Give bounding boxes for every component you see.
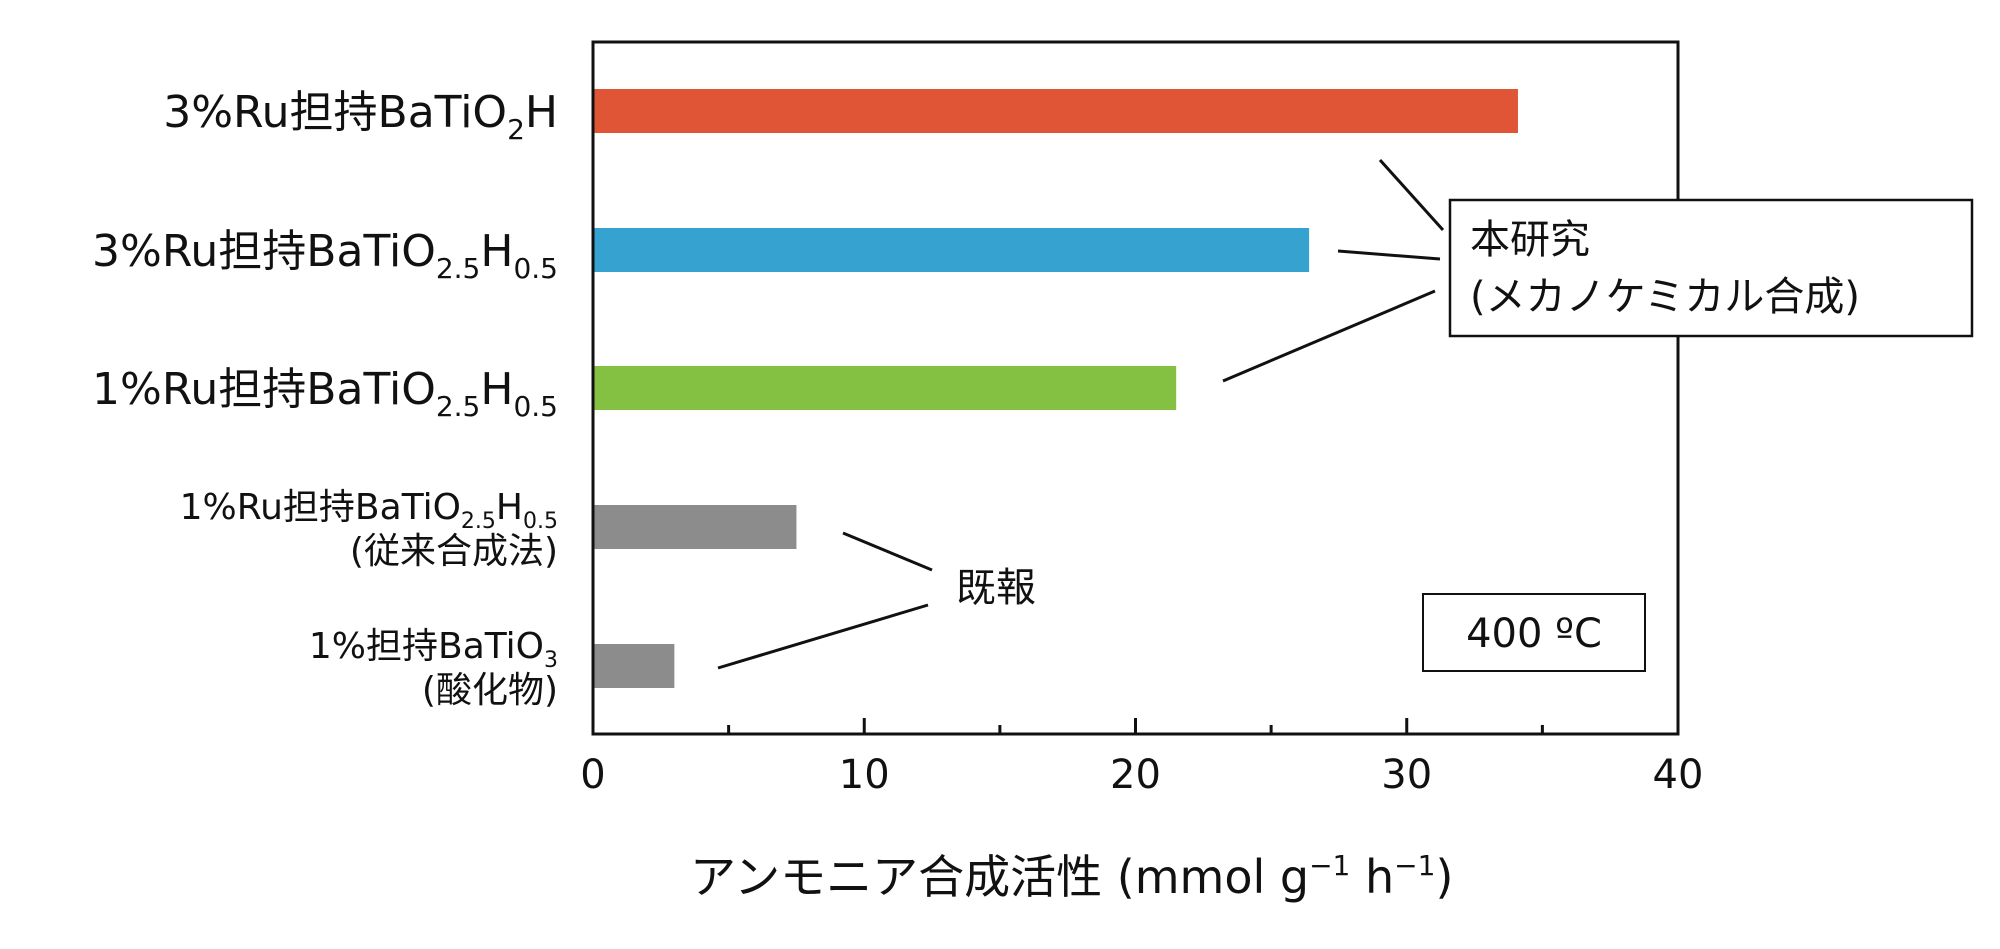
category-label-2-part-1: 2.5 [436,390,481,423]
category-label-3-part-3: 0.5 [523,509,558,534]
x-tick-label-1: 10 [839,752,890,798]
category-label-1-part-0: 3%Ru担持BaTiO [92,226,436,277]
category-labels: 3%Ru担持BaTiO2H3%Ru担持BaTiO2.5H0.51%Ru担持BaT… [92,87,558,711]
prior-report-leader-top [842,531,933,572]
x-axis-title-main: アンモニア合成活性 (mmol g [690,850,1309,904]
category-label-3-part-2: H [496,487,523,528]
category-label-1-part-1: 2.5 [436,252,481,285]
x-tick-label-0: 0 [580,752,605,798]
this-work-leader-bottom [1222,289,1436,383]
prior-report-leader-bottom [717,603,929,670]
category-label-1-part-2: H [480,226,513,277]
this-work-label-line1: 本研究 [1470,217,1590,263]
bars-group [593,89,1518,688]
category-label-0-part-2: H [525,87,558,138]
x-tick-label-4: 40 [1653,752,1704,798]
x-axis-title-mid: h [1350,850,1394,904]
category-label-0-part-0: 3%Ru担持BaTiO [163,87,507,138]
category-label-2-part-3: 0.5 [513,390,558,423]
bar-1 [593,228,1310,272]
x-axis-title-sup1: −1 [1309,849,1350,882]
category-label-1-part-3: 0.5 [513,252,558,285]
temperature-label: 400 ºC [1466,611,1602,657]
x-axis-title-sup2: −1 [1394,849,1435,882]
category-label-3-part-0: 1%Ru担持BaTiO [180,487,461,528]
category-label-0: 3%Ru担持BaTiO2H [163,87,558,146]
category-label-2: 1%Ru担持BaTiO2.5H0.5 [92,364,558,423]
category-label-0-part-1: 2 [507,113,525,146]
axes-group: 0 10 20 30 40 [580,40,1704,798]
category-label-2-part-0: 1%Ru担持BaTiO [92,364,436,415]
prior-report-label: 既報 [956,565,1036,611]
category-label-4: 1%担持BaTiO3 [309,626,558,673]
category-label-3-line2: (従来合成法) [350,531,558,572]
this-work-leader-top [1378,158,1445,232]
bar-2 [593,366,1177,410]
bar-3 [593,505,797,549]
category-label-4-part-1: 3 [544,648,558,673]
category-label-4-part-0: 1%担持BaTiO [309,626,544,667]
bar-4 [593,644,675,688]
this-work-annotation: 本研究 (メカノケミカル合成) [1222,158,1974,383]
x-tick-label-2: 20 [1110,752,1161,798]
this-work-label-line2: (メカノケミカル合成) [1470,274,1860,320]
category-label-1: 3%Ru担持BaTiO2.5H0.5 [92,226,558,285]
bar-0 [593,89,1518,133]
category-label-3: 1%Ru担持BaTiO2.5H0.5 [180,487,558,534]
prior-report-annotation: 既報 [717,531,1036,670]
x-axis-title-end: ) [1435,850,1453,904]
category-label-2-part-2: H [480,364,513,415]
temperature-annotation: 400 ºC [1422,593,1646,672]
this-work-leader-middle [1337,249,1441,261]
x-axis-title: アンモニア合成活性 (mmol g−1 h−1) [690,849,1453,904]
category-label-4-line2: (酸化物) [422,670,558,711]
category-label-3-part-1: 2.5 [461,509,496,534]
temperature-box [1422,593,1646,672]
x-tick-label-3: 30 [1381,752,1432,798]
this-work-box [1448,198,1974,338]
